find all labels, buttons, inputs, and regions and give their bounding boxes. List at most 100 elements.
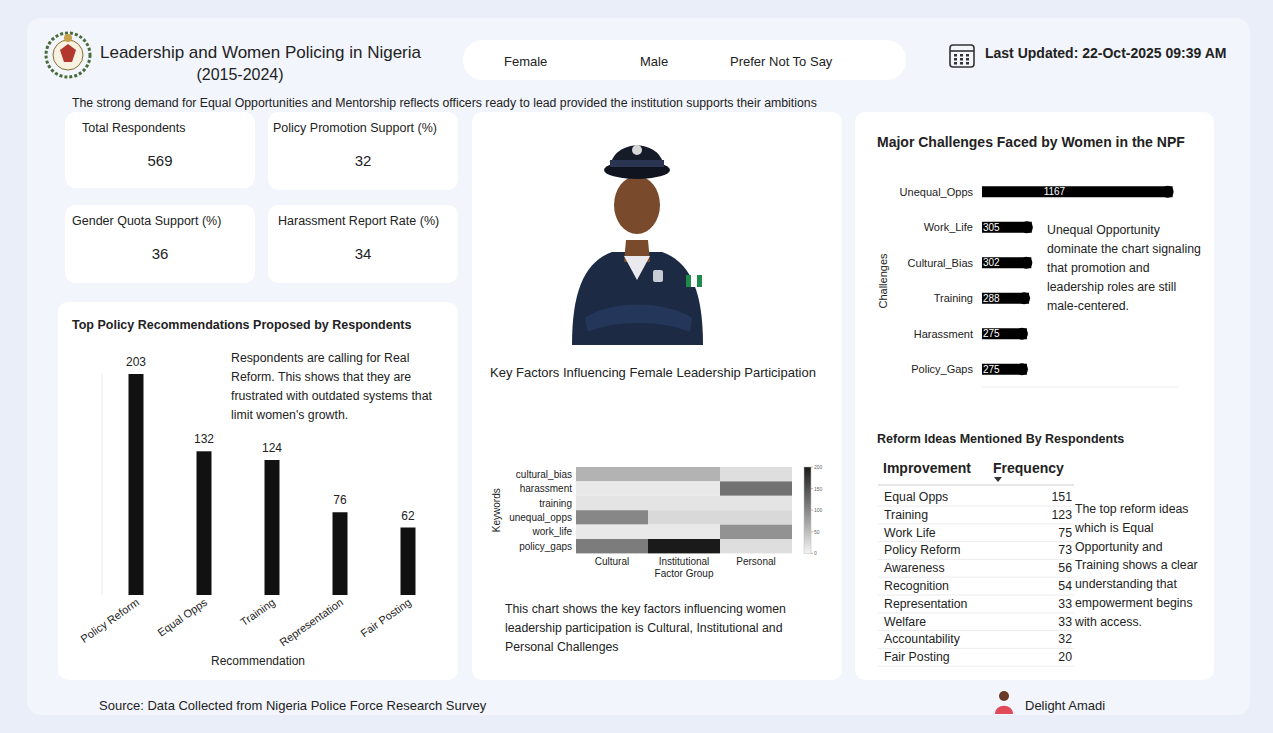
- cell: Training: [884, 508, 928, 522]
- flag-white: [691, 275, 697, 287]
- cell: 123: [1051, 508, 1072, 522]
- data-label: 203: [126, 355, 146, 369]
- cell: Recognition: [884, 579, 949, 593]
- badge: [653, 270, 663, 282]
- calendar-day: [960, 54, 963, 57]
- calendar-day: [960, 58, 963, 61]
- filter-option[interactable]: Prefer Not To Say: [730, 54, 833, 69]
- heatmap-cell: [576, 467, 648, 481]
- heatmap-cell: [720, 467, 792, 481]
- filter-option[interactable]: Female: [504, 54, 547, 69]
- data-label: 288: [983, 293, 1000, 304]
- tick-label: work_life: [532, 526, 573, 537]
- row-rule: [878, 648, 1074, 649]
- slicer: [463, 40, 906, 80]
- column-header: Frequency: [993, 460, 1064, 476]
- face: [614, 176, 660, 234]
- kpi-card: [268, 205, 458, 283]
- cell: 54: [1058, 579, 1072, 593]
- bar-end: [1016, 328, 1028, 340]
- flag: [686, 275, 702, 287]
- bar-end: [1162, 186, 1174, 198]
- card: [855, 112, 1214, 680]
- heatmap-cell: [720, 525, 792, 539]
- colorbar-tick-label: 100: [814, 507, 823, 513]
- row-rule: [878, 559, 1074, 560]
- kpi-label: Total Respondents: [82, 121, 186, 135]
- bar-end: [1018, 292, 1030, 304]
- value-axis: [982, 387, 1178, 388]
- kpi-value: 34: [355, 245, 372, 262]
- filter-option[interactable]: Male: [640, 54, 668, 69]
- kpi-value: 569: [147, 152, 172, 169]
- heatmap-cell: [648, 539, 720, 553]
- cell: Equal Opps: [884, 490, 948, 504]
- tick-label: Policy_Gaps: [911, 363, 973, 375]
- chart-title: Key Factors Influencing Female Leadershi…: [490, 365, 816, 380]
- calendar-day: [960, 62, 963, 65]
- bar: [982, 186, 1173, 197]
- colorbar: [804, 467, 811, 553]
- logo: [46, 33, 90, 77]
- tick-label: Cultural: [595, 556, 629, 567]
- heatmap-cell: [648, 510, 720, 524]
- heatmap-cell: [648, 496, 720, 510]
- colorbar-tick: [811, 510, 813, 511]
- cell: Welfare: [884, 615, 926, 629]
- heatmap-cell: [576, 510, 648, 524]
- tick-label: unequal_opps: [509, 512, 572, 523]
- cell: 33: [1058, 597, 1072, 611]
- data-label: 62: [401, 509, 415, 523]
- cell: Awareness: [884, 561, 945, 575]
- heatmap-cell: [720, 539, 792, 553]
- colorbar-tick-label: 50: [814, 529, 820, 535]
- bar: [265, 460, 280, 595]
- tick-label: policy_gaps: [519, 541, 572, 552]
- dashboard: Leadership and Women Policing in Nigeria…: [0, 0, 1273, 733]
- kpi-value: 36: [152, 245, 169, 262]
- row-rule: [878, 612, 1074, 613]
- annotation: The top reform ideas which is Equal Oppo…: [1075, 500, 1205, 632]
- cell: 33: [1058, 615, 1072, 629]
- cap-crown: [610, 146, 664, 169]
- cell: Representation: [884, 597, 968, 611]
- calendar-frame: [950, 45, 974, 67]
- tick-label: cultural_bias: [516, 469, 572, 480]
- colorbar-tick: [811, 467, 813, 468]
- annotation: Unequal Opportunity dominate the chart s…: [1047, 221, 1202, 316]
- bar: [129, 374, 144, 595]
- tick-label: Unequal_Opps: [900, 186, 974, 198]
- calendar-day: [954, 54, 957, 57]
- bar: [982, 293, 1029, 304]
- kpi-card: [65, 205, 255, 283]
- heatmap-cell: [720, 481, 792, 495]
- author-head: [999, 691, 1009, 701]
- row-rule: [878, 577, 1074, 578]
- bar: [982, 257, 1031, 268]
- calendar-day: [966, 58, 969, 61]
- tick-label: Training: [934, 292, 973, 304]
- cap-brim: [604, 161, 670, 179]
- bar-end: [1021, 221, 1033, 233]
- calendar-day: [954, 58, 957, 61]
- author-icon: [995, 691, 1013, 714]
- heatmap-cell: [576, 496, 648, 510]
- kpi-label: Gender Quota Support (%): [72, 214, 221, 228]
- cell: Fair Posting: [884, 650, 950, 664]
- column-header: Improvement: [883, 460, 971, 476]
- heatmap-cell: [720, 510, 792, 524]
- row-rule: [878, 666, 1074, 667]
- calendar-bar: [950, 50, 974, 52]
- logo-shield: [53, 40, 83, 70]
- value-axis: [102, 374, 103, 595]
- author: Delight Amadi: [1025, 698, 1105, 713]
- logo-eagle: [60, 44, 76, 62]
- data-label: 275: [983, 328, 1000, 339]
- cell: 73: [1058, 543, 1072, 557]
- annotation: Respondents are calling for Real Reform.…: [231, 349, 449, 425]
- bar-end: [1020, 257, 1032, 269]
- card: [472, 112, 842, 680]
- bar: [401, 528, 416, 595]
- row-rule: [878, 506, 1074, 507]
- officer-illustration: [572, 145, 703, 345]
